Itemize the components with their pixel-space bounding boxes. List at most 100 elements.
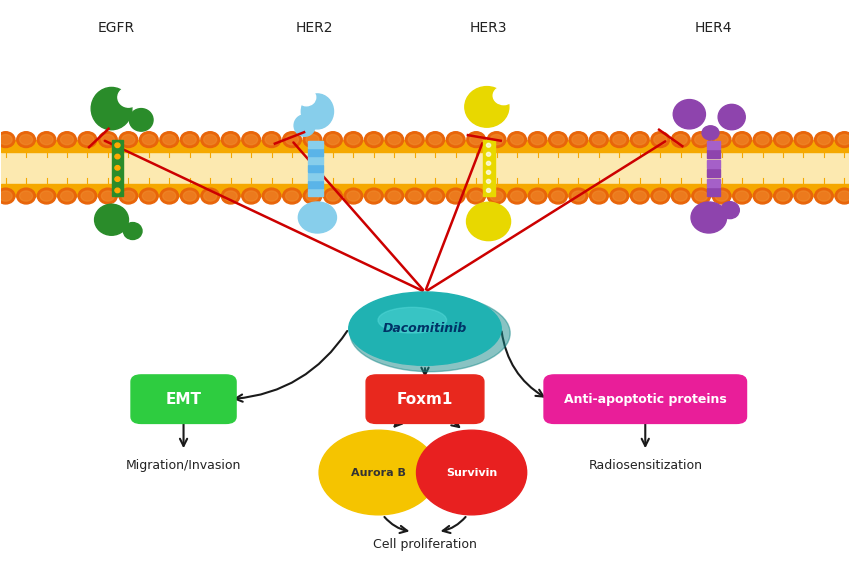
Bar [707, 169, 720, 177]
Ellipse shape [265, 134, 278, 145]
Ellipse shape [673, 100, 706, 129]
Ellipse shape [123, 223, 142, 239]
Ellipse shape [774, 132, 792, 147]
Ellipse shape [794, 188, 813, 204]
Ellipse shape [385, 188, 404, 204]
Ellipse shape [486, 143, 490, 147]
Ellipse shape [838, 134, 850, 145]
Ellipse shape [613, 191, 626, 201]
Ellipse shape [58, 188, 76, 204]
Ellipse shape [718, 104, 745, 130]
Ellipse shape [490, 191, 503, 201]
Ellipse shape [753, 132, 772, 147]
Ellipse shape [428, 134, 442, 145]
Ellipse shape [303, 132, 322, 147]
Ellipse shape [224, 191, 237, 201]
Ellipse shape [531, 191, 544, 201]
Ellipse shape [326, 134, 339, 145]
Ellipse shape [552, 191, 564, 201]
Ellipse shape [570, 188, 587, 204]
Ellipse shape [774, 188, 792, 204]
Text: EMT: EMT [166, 392, 201, 407]
Ellipse shape [408, 191, 422, 201]
Ellipse shape [347, 191, 360, 201]
Ellipse shape [613, 134, 626, 145]
Ellipse shape [511, 191, 524, 201]
Ellipse shape [122, 134, 135, 145]
Ellipse shape [654, 134, 666, 145]
Ellipse shape [610, 188, 629, 204]
Ellipse shape [204, 191, 217, 201]
Ellipse shape [674, 191, 688, 201]
Ellipse shape [101, 134, 115, 145]
Ellipse shape [733, 188, 751, 204]
Ellipse shape [721, 202, 740, 219]
Ellipse shape [347, 134, 360, 145]
FancyBboxPatch shape [366, 375, 484, 424]
Ellipse shape [486, 162, 490, 166]
Ellipse shape [378, 307, 446, 333]
Ellipse shape [17, 188, 36, 204]
Ellipse shape [486, 170, 490, 174]
Ellipse shape [324, 188, 343, 204]
Ellipse shape [184, 134, 196, 145]
Ellipse shape [324, 132, 343, 147]
Ellipse shape [326, 191, 339, 201]
Ellipse shape [204, 134, 217, 145]
Ellipse shape [142, 191, 156, 201]
Ellipse shape [20, 134, 32, 145]
Ellipse shape [610, 132, 629, 147]
Ellipse shape [692, 132, 711, 147]
Ellipse shape [753, 188, 772, 204]
Ellipse shape [702, 126, 719, 140]
Ellipse shape [40, 191, 53, 201]
Ellipse shape [794, 132, 813, 147]
Ellipse shape [487, 188, 506, 204]
Ellipse shape [99, 188, 117, 204]
Ellipse shape [115, 154, 120, 159]
Ellipse shape [469, 191, 483, 201]
Ellipse shape [385, 132, 404, 147]
Bar [308, 157, 323, 164]
Ellipse shape [528, 188, 547, 204]
Ellipse shape [590, 132, 609, 147]
Ellipse shape [674, 134, 688, 145]
Ellipse shape [294, 115, 315, 136]
Ellipse shape [184, 191, 196, 201]
Ellipse shape [81, 191, 94, 201]
Ellipse shape [115, 177, 120, 181]
Text: HER3: HER3 [470, 21, 507, 35]
Text: Foxm1: Foxm1 [397, 392, 453, 407]
Bar [707, 150, 720, 158]
Text: Cell proliferation: Cell proliferation [373, 538, 477, 551]
Ellipse shape [592, 134, 605, 145]
Ellipse shape [631, 132, 649, 147]
Bar [707, 160, 720, 168]
Ellipse shape [0, 132, 15, 147]
Ellipse shape [367, 134, 381, 145]
Ellipse shape [365, 188, 383, 204]
Ellipse shape [633, 134, 646, 145]
Ellipse shape [78, 132, 97, 147]
Ellipse shape [118, 87, 139, 107]
Ellipse shape [405, 132, 424, 147]
Ellipse shape [60, 191, 73, 201]
Bar [2, 184, 848, 196]
Ellipse shape [160, 132, 178, 147]
Ellipse shape [17, 132, 36, 147]
Ellipse shape [449, 134, 462, 145]
Ellipse shape [691, 202, 727, 233]
Ellipse shape [306, 134, 319, 145]
Ellipse shape [344, 188, 363, 204]
Ellipse shape [715, 134, 728, 145]
Ellipse shape [245, 191, 258, 201]
Bar [707, 188, 720, 196]
Ellipse shape [60, 134, 73, 145]
Ellipse shape [350, 295, 510, 371]
Ellipse shape [592, 191, 605, 201]
Ellipse shape [408, 134, 422, 145]
Ellipse shape [78, 188, 97, 204]
Ellipse shape [838, 191, 850, 201]
Ellipse shape [94, 204, 128, 235]
Ellipse shape [692, 188, 711, 204]
